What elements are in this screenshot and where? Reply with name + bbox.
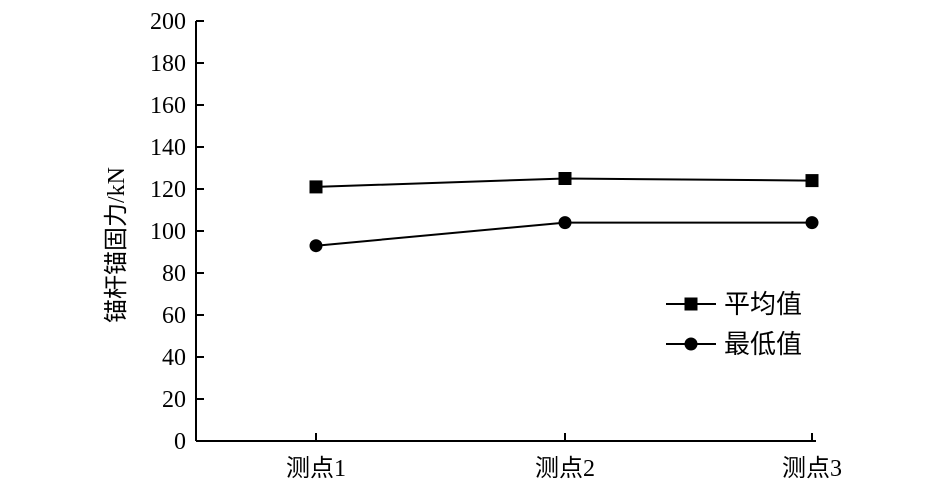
legend-item: 最低值	[666, 330, 802, 359]
legend-item: 平均值	[666, 290, 802, 319]
data-point-circle	[805, 216, 819, 230]
series-2	[309, 216, 819, 253]
data-point-square	[805, 174, 819, 188]
data-point-circle	[558, 216, 572, 230]
y-tick-label: 160	[150, 93, 186, 119]
y-tick-label: 140	[150, 135, 186, 161]
data-point-circle	[309, 239, 323, 253]
legend-circle-icon	[684, 337, 698, 351]
x-tick-label: 测点3	[782, 455, 842, 481]
data-point-square	[558, 172, 572, 185]
y-tick-label: 80	[162, 261, 186, 287]
y-tick-label: 180	[150, 51, 186, 77]
y-tick-label: 20	[162, 387, 186, 413]
legend-label: 平均值	[724, 290, 802, 319]
y-tick-label: 0	[174, 429, 186, 455]
series-1	[309, 172, 819, 194]
y-tick-label: 200	[150, 9, 186, 35]
x-axis-ticks: 测点1 测点2 测点3	[286, 433, 842, 481]
y-axis-title: 锚杆锚固力/kN	[103, 167, 130, 323]
y-tick-label: 100	[150, 219, 186, 245]
legend-square-icon	[684, 297, 698, 311]
legend-label: 最低值	[724, 330, 802, 359]
y-tick-label: 120	[150, 177, 186, 203]
x-tick-label: 测点2	[535, 455, 595, 481]
y-tick-label: 60	[162, 303, 186, 329]
y-tick-label: 40	[162, 345, 186, 371]
series-layer	[309, 172, 819, 253]
data-point-square	[309, 180, 323, 194]
x-tick-label: 测点1	[286, 455, 346, 481]
y-axis-ticks: 0 20 40 60 80 100 120 140 160 180 200	[150, 9, 204, 455]
